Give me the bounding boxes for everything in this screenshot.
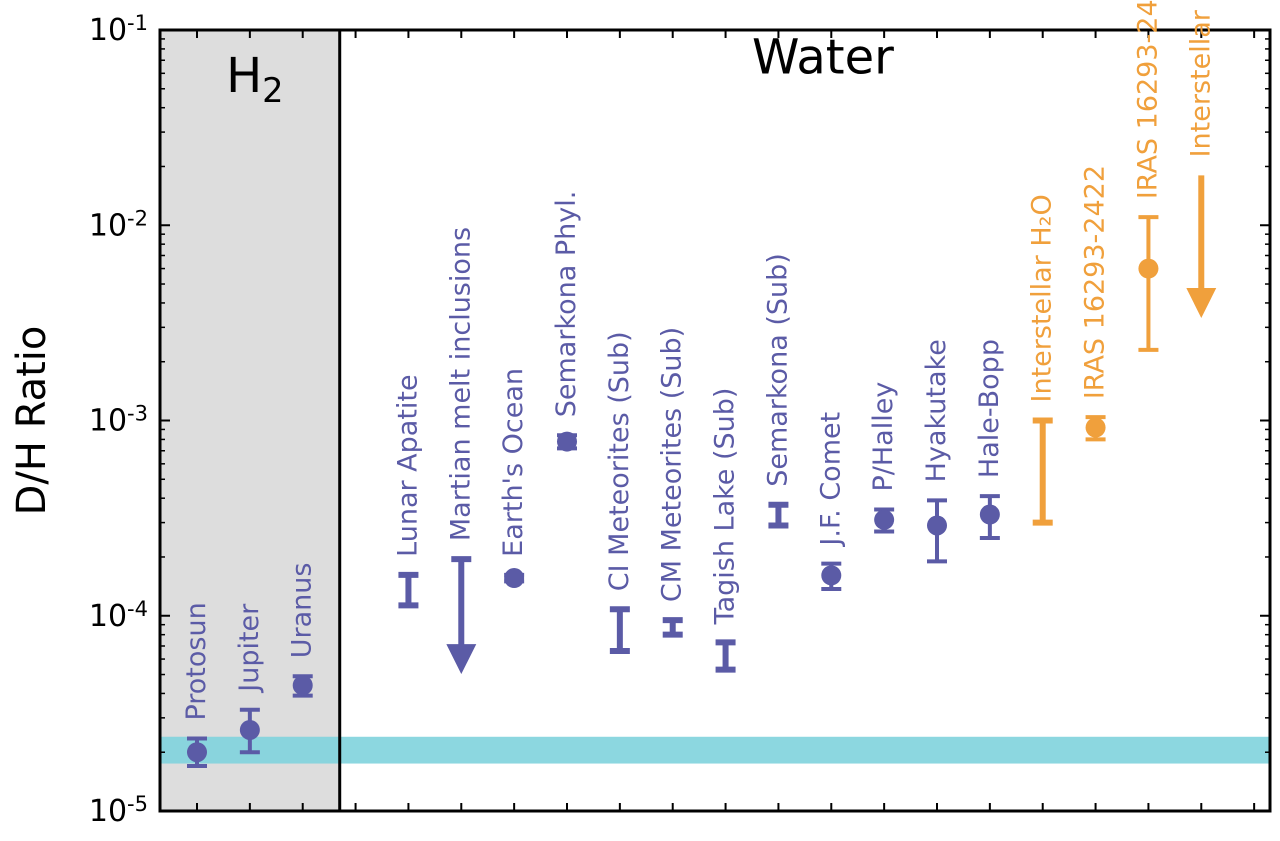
point-label: Hyakutake [921,339,952,482]
data-point: Lunar Apatite [392,374,423,605]
point-label: Tagish Lake (Sub) [710,388,741,626]
data-point: IRAS 16293-2422 Env. [1132,0,1163,350]
point-label: J.F. Comet [815,412,846,548]
data-point: Martian melt inclusions [445,227,476,659]
y-tick-label: 10-5 [89,792,148,829]
data-point: Hale-Bopp [974,339,1005,538]
point-label: P/Halley [868,382,899,492]
data-point: J.F. Comet [815,412,846,589]
point-label: Interstellar H₂O [1027,194,1058,402]
data-point: IRAS 16293-2422 [1080,165,1111,439]
data-point: Semarkona Phyl. [551,191,582,452]
data-point: CI Meteorites (Sub) [604,331,635,651]
point-label: CI Meteorites (Sub) [604,331,635,591]
data-point: P/Halley [868,382,899,532]
protosolar-band [160,737,1270,764]
data-point: Tagish Lake (Sub) [710,388,741,670]
y-tick-label: 10-2 [89,206,148,243]
point-label: IRAS 16293-2422 [1080,165,1111,399]
data-point: CM Meteorites (Sub) [657,327,688,635]
region-label: Water [752,29,894,85]
point-label: Hale-Bopp [974,339,1005,478]
y-axis-label: D/H Ratio [9,326,55,516]
point-label: Jupiter [234,603,265,694]
y-tick-label: 10-1 [89,11,148,48]
data-point: Hyakutake [921,339,952,561]
point-label: Lunar Apatite [392,374,423,556]
point-label: Earth's Ocean [498,368,529,557]
point-label: Protosun [181,602,212,720]
data-point: Semarkona (Sub) [762,253,793,525]
dh-ratio-chart: 10-510-410-310-210-1D/H RatioH2WaterProt… [0,0,1280,841]
point-label: Martian melt inclusions [445,227,476,541]
point-label: CM Meteorites (Sub) [657,327,688,602]
data-point: Earth's Ocean [498,368,529,588]
data-point: Interstellar Ices [1185,0,1216,303]
point-label: Interstellar Ices [1185,0,1216,157]
y-tick-label: 10-3 [89,402,148,439]
point-label: Semarkona (Sub) [762,253,793,487]
data-point: Interstellar H₂O [1027,194,1058,522]
point-label: Semarkona Phyl. [551,191,582,418]
y-tick-label: 10-4 [89,597,148,634]
point-label: Uranus [287,563,318,659]
point-label: IRAS 16293-2422 Env. [1132,0,1163,199]
